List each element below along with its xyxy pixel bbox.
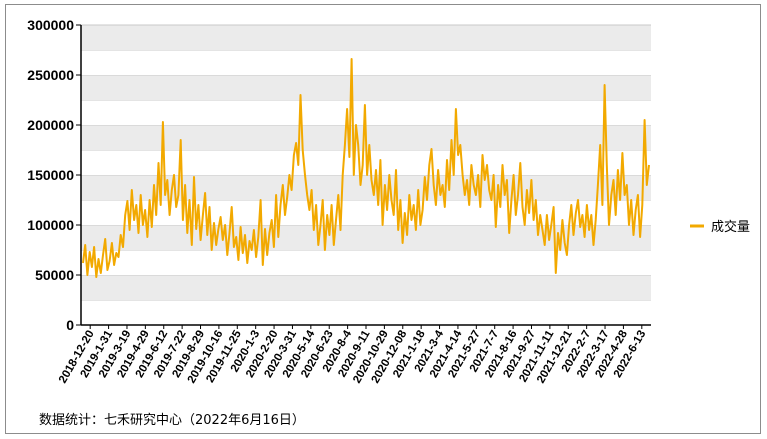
y-tick-label: 0	[66, 317, 74, 333]
source-note: 数据统计：七禾研究中心（2022年6月16日）	[39, 413, 305, 428]
chart-frame: 0 50000 100000 150000 200000 250000 300000 201…	[5, 4, 761, 434]
y-tick-label: 250000	[27, 67, 74, 83]
grid-band	[81, 50, 651, 75]
y-tick-label: 150000	[27, 167, 74, 183]
grid-band	[81, 275, 651, 300]
legend-label: 成交量	[711, 219, 750, 235]
y-tick-label: 200000	[27, 117, 74, 133]
grid-band	[81, 25, 651, 50]
grid-band	[81, 300, 651, 325]
y-tick-label: 300000	[27, 17, 74, 33]
grid-band	[81, 75, 651, 100]
grid-band	[81, 225, 651, 250]
grid-band	[81, 200, 651, 225]
y-tick-label: 50000	[35, 267, 74, 283]
series-line	[82, 58, 650, 278]
grid-band	[81, 250, 651, 275]
y-tick-label: 100000	[27, 217, 74, 233]
